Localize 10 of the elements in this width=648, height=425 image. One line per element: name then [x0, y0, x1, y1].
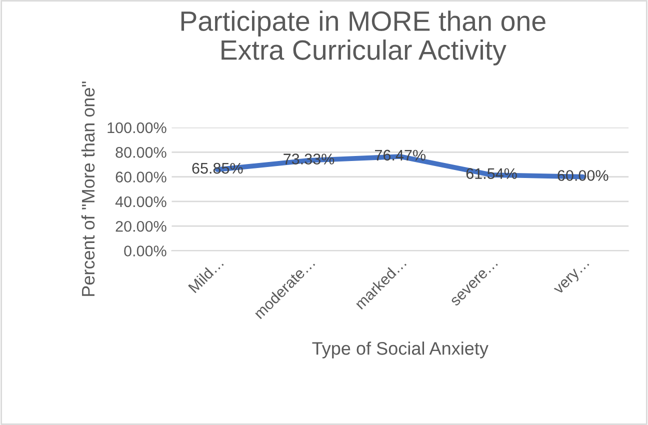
- y-tick-label: 100.00%: [108, 122, 166, 134]
- y-tick-label: 40.00%: [115, 196, 166, 208]
- chart-title: Participate in MORE than one Extra Curricular Activity: [181, 10, 546, 66]
- data-label: 60.00%: [558, 170, 608, 181]
- y-tick-label: 80.00%: [116, 147, 166, 158]
- y-axis-title: Percent of "More than one": [81, 82, 95, 296]
- y-tick-label: 0.00%: [124, 246, 166, 256]
- x-axis-title: Type of Social Anxiety: [312, 342, 488, 358]
- y-tick-label: 60.00%: [116, 172, 166, 182]
- y-tick-label: 20.00%: [116, 220, 166, 232]
